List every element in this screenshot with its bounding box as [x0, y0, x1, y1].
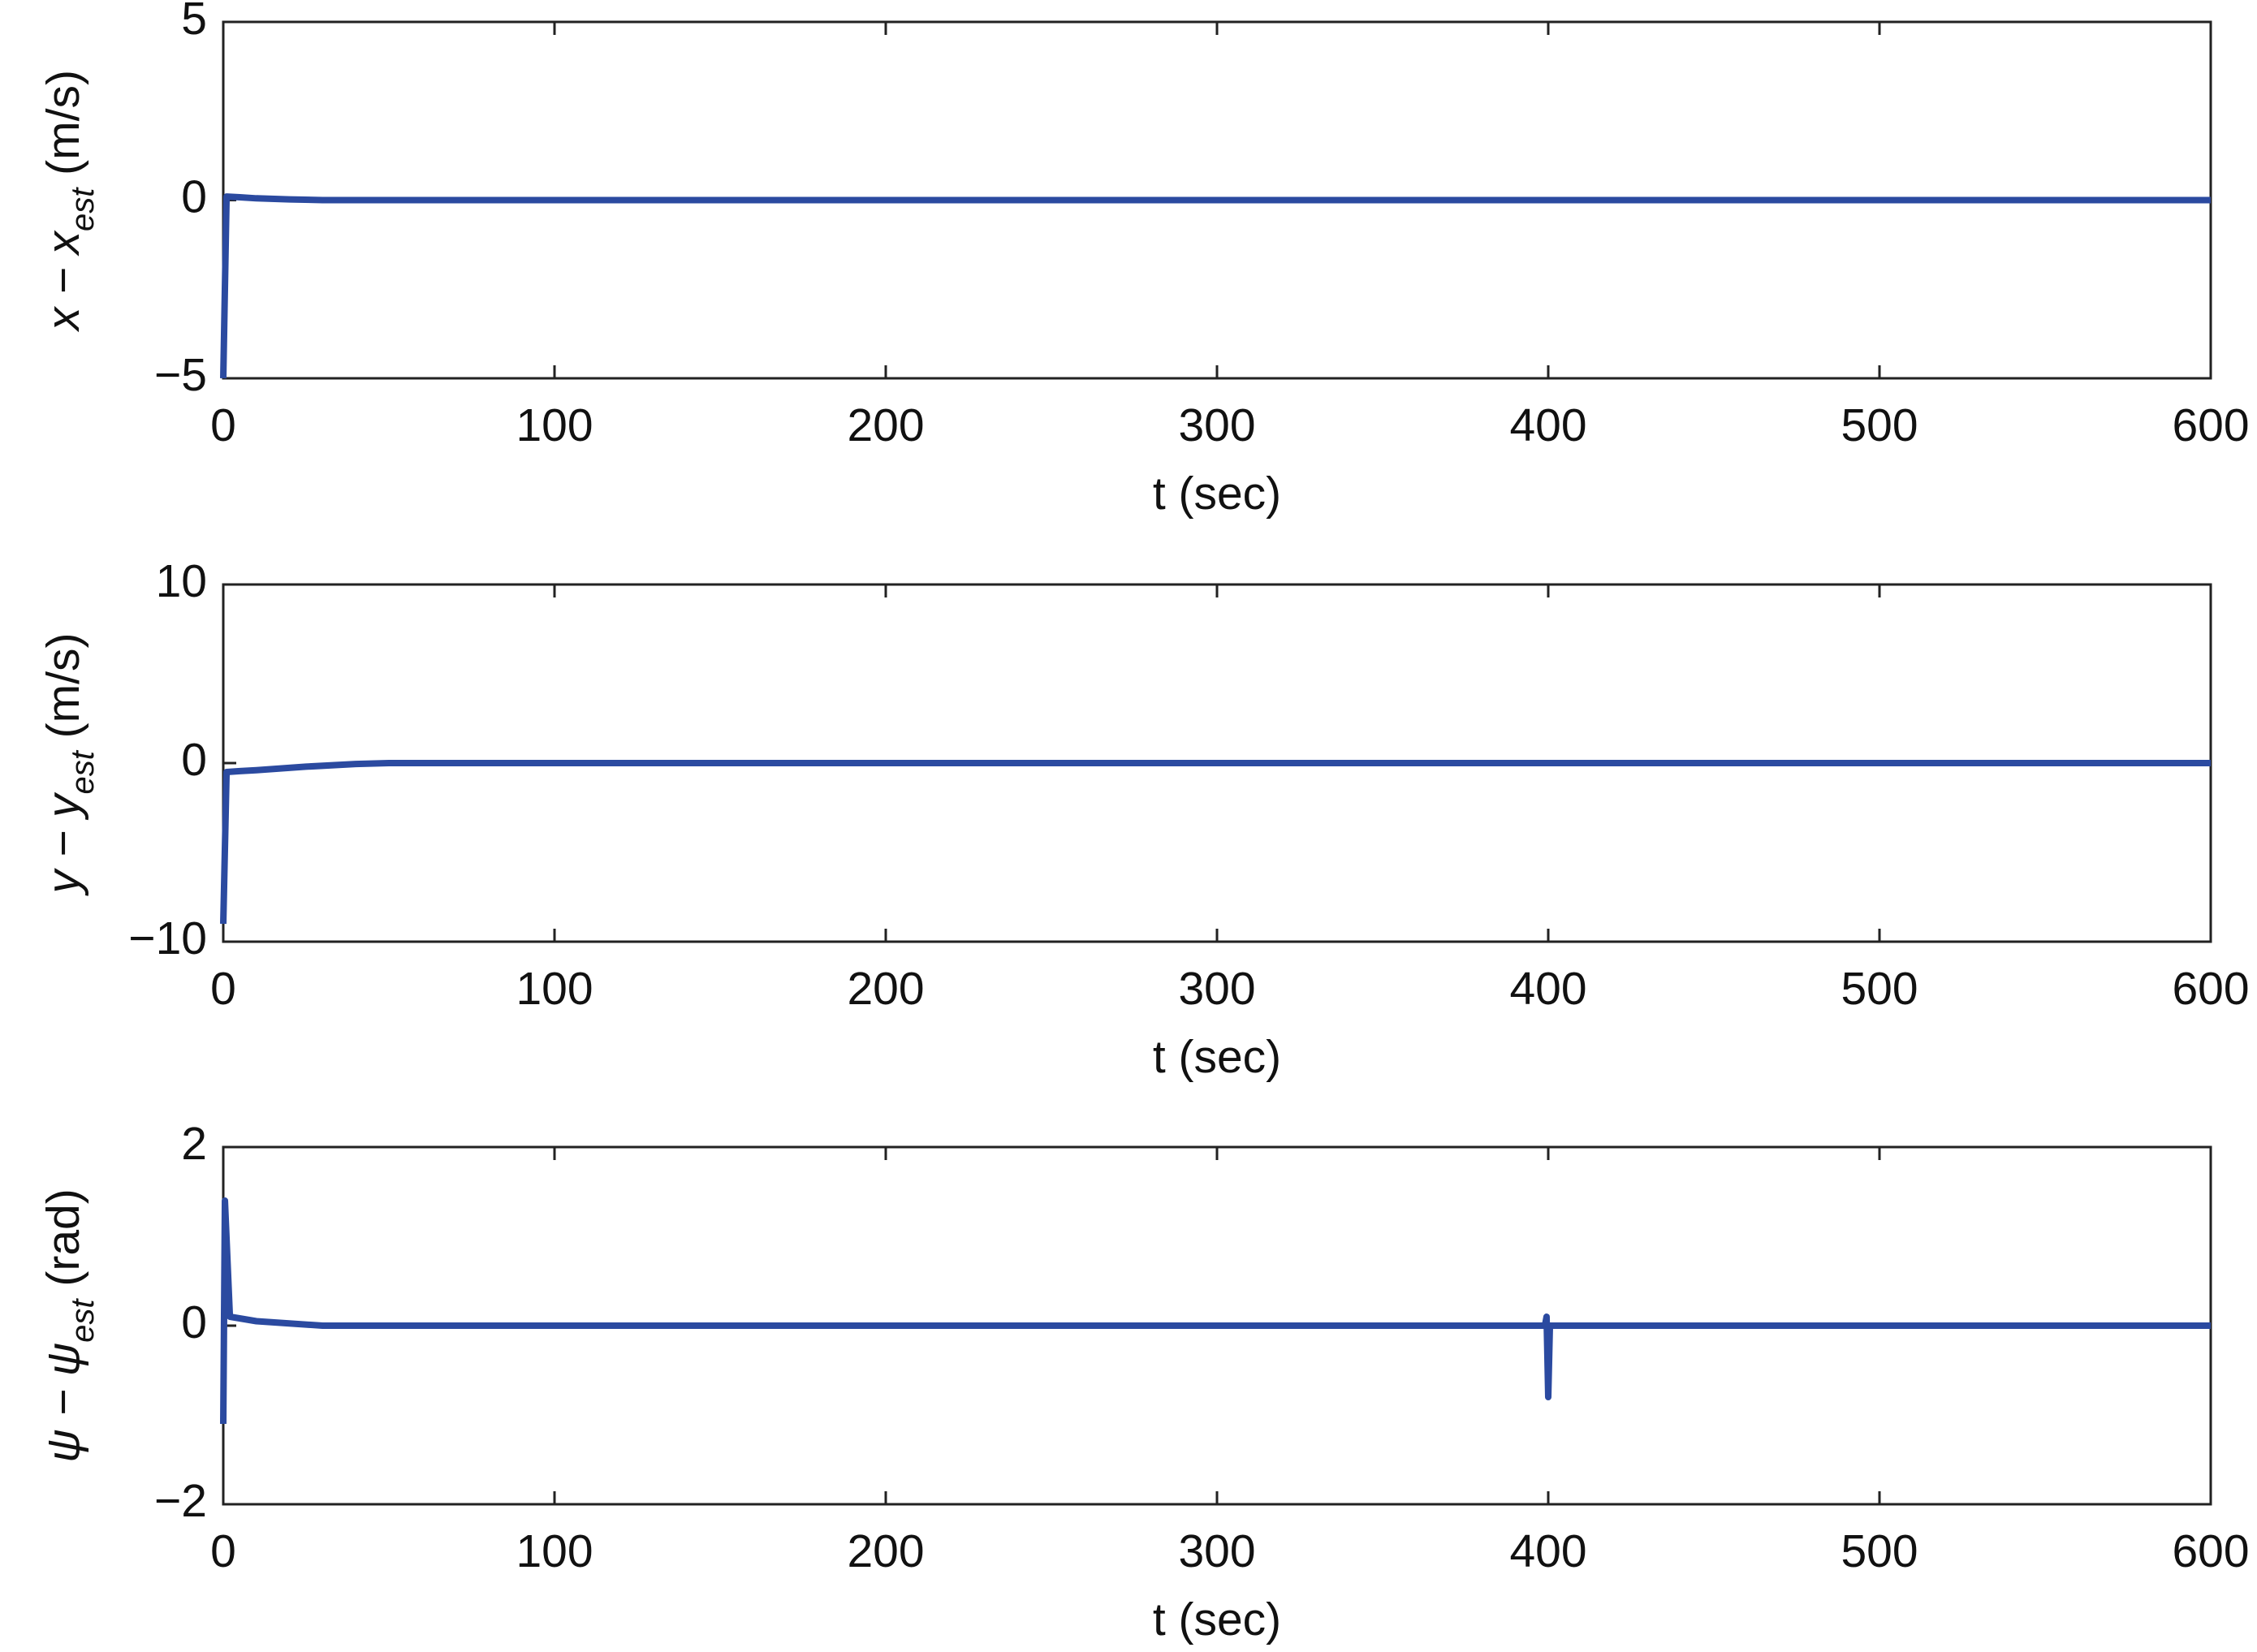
y-tick-label: 5: [181, 0, 207, 45]
x-axis-label: t (sec): [1153, 468, 1281, 520]
y-axis-label: x − xest (m/s): [37, 70, 101, 333]
y-tick-label: 0: [181, 171, 207, 223]
y-axis-label: ψ − ψest (rad): [37, 1188, 101, 1462]
x-axis-label: t (sec): [1153, 1031, 1281, 1083]
y-tick-label: −2: [154, 1475, 207, 1527]
x-tick-label: 0: [210, 963, 236, 1015]
y-axis-label-part: est: [65, 1298, 101, 1343]
x-tick-label: 400: [1509, 399, 1586, 451]
x-tick-label: 100: [516, 1525, 593, 1577]
x-tick-label: 600: [2172, 1525, 2249, 1577]
y-tick-label: −5: [154, 349, 207, 401]
y-axis-label-part: (m/s): [37, 70, 89, 188]
y-tick-label: 10: [156, 555, 207, 607]
x-axis-label: t (sec): [1153, 1594, 1281, 1646]
data-line: [220, 760, 2211, 925]
x-tick-label: 300: [1178, 399, 1255, 451]
y-axis-label-part: (rad): [37, 1188, 89, 1299]
y-tick-label: 2: [181, 1118, 207, 1170]
y-axis-label: y − yest (m/s): [37, 633, 101, 897]
x-tick-label: 100: [516, 963, 593, 1015]
x-tick-label: 200: [847, 963, 924, 1015]
x-tick-label: 300: [1178, 963, 1255, 1015]
x-tick-label: 500: [1841, 1525, 1918, 1577]
data-line: [220, 193, 2211, 379]
y-tick-label: 0: [181, 734, 207, 786]
x-tick-label: 200: [847, 399, 924, 451]
x-tick-label: 600: [2172, 963, 2249, 1015]
y-axis-label-part: ψ − ψ: [37, 1343, 89, 1463]
x-tick-label: 500: [1841, 399, 1918, 451]
y-tick-label: 0: [181, 1296, 207, 1348]
data-line: [220, 1197, 2211, 1425]
x-tick-label: 600: [2172, 399, 2249, 451]
y-axis-label-part: est: [65, 187, 101, 231]
y-axis-label-part: y − y: [37, 791, 89, 896]
x-tick-label: 400: [1509, 963, 1586, 1015]
x-tick-label: 0: [210, 1525, 236, 1577]
x-tick-label: 200: [847, 1525, 924, 1577]
y-axis-label-part: (m/s): [37, 633, 89, 752]
x-tick-label: 300: [1178, 1525, 1255, 1577]
x-tick-label: 0: [210, 399, 236, 451]
x-tick-label: 400: [1509, 1525, 1586, 1577]
y-tick-label: −10: [128, 912, 207, 964]
x-tick-label: 100: [516, 399, 593, 451]
x-tick-label: 500: [1841, 963, 1918, 1015]
y-axis-label-part: est: [65, 749, 101, 794]
y-axis-label-part: x − x: [37, 230, 89, 333]
